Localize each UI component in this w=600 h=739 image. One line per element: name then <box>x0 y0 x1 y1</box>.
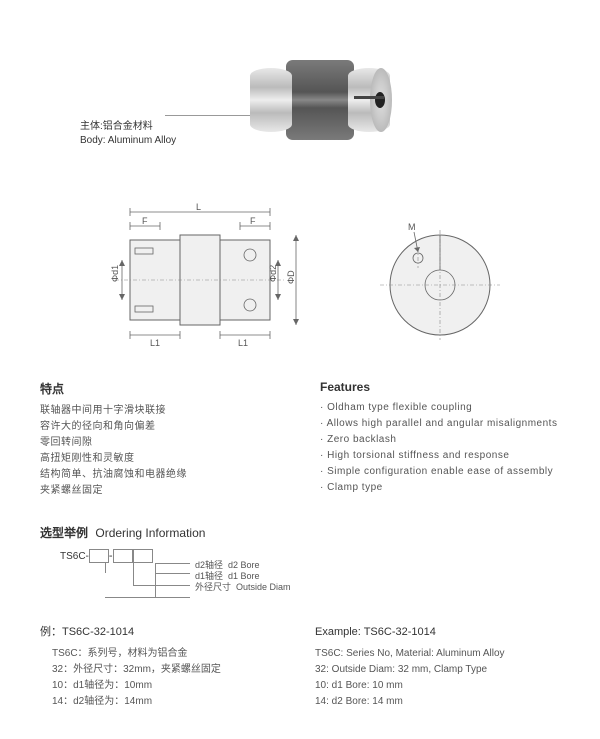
body-material-cn: 主体:铝合金材料 <box>80 120 176 134</box>
features-list-cn: 联轴器中间用十字滑块联接 容许大的径向和角向偏差 零回转间隙 高扭矩刚性和灵敏度… <box>40 403 280 499</box>
ordering-title-cn: 选型举例 <box>40 526 88 540</box>
features-list-en: Oldham type flexible coupling Allows hig… <box>320 400 560 496</box>
features-title-cn: 特点 <box>40 380 280 397</box>
feature-item: 夹紧螺丝固定 <box>40 483 280 499</box>
example-line: 32：外径尺寸：32mm，夹紧螺丝固定 <box>52 662 285 678</box>
example-line: TS6C: Series No, Material: Aluminum Allo… <box>315 646 560 662</box>
diagram-section: L F F Φd1 Φd2 ΦD <box>40 190 560 360</box>
feature-item: Allows high parallel and angular misalig… <box>320 416 560 432</box>
feature-item: High torsional stiffness and response <box>320 448 560 464</box>
ord-line <box>105 563 106 573</box>
ord-label-od: 外径尺寸 Outside Diam <box>195 580 291 593</box>
feature-item: 高扭矩刚性和灵敏度 <box>40 451 280 467</box>
feature-item: 零回转间隙 <box>40 435 280 451</box>
example-section: 例：TS6C-32-1014 TS6C：系列号，材料为铝合金 32：外径尺寸：3… <box>40 624 560 710</box>
example-line: 10：d1轴径为：10mm <box>52 678 285 694</box>
feature-item: Oldham type flexible coupling <box>320 400 560 416</box>
features-section: 特点 联轴器中间用十字滑块联接 容许大的径向和角向偏差 零回转间隙 高扭矩刚性和… <box>40 380 560 499</box>
dim-F-left: F <box>142 216 148 226</box>
dim-phi-d1: Φd1 <box>110 265 120 282</box>
schematic-side-view: L F F Φd1 Φd2 ΦD <box>100 200 320 360</box>
features-en: Features Oldham type flexible coupling A… <box>320 380 560 499</box>
dim-M: M <box>408 222 416 232</box>
example-en: Example: TS6C-32-1014 TS6C: Series No, M… <box>315 624 560 710</box>
feature-item: 结构简单、抗油腐蚀和电器绝缘 <box>40 467 280 483</box>
dim-L1-right: L1 <box>238 338 248 348</box>
ordering-section: 选型举例 Ordering Information TS6C-- d2轴径 d2… <box>40 524 560 609</box>
feature-item: Simple configuration enable ease of asse… <box>320 464 560 480</box>
example-title-cn: 例：TS6C-32-1014 <box>40 624 285 642</box>
ord-line <box>133 585 190 586</box>
coupling-icon <box>250 50 390 150</box>
example-title-en: Example: TS6C-32-1014 <box>315 624 560 642</box>
body-material-label: 主体:铝合金材料 Body: Aluminum Alloy <box>80 120 176 148</box>
product-section: 主体:铝合金材料 Body: Aluminum Alloy <box>40 20 560 180</box>
features-cn: 特点 联轴器中间用十字滑块联接 容许大的径向和角向偏差 零回转间隙 高扭矩刚性和… <box>40 380 280 499</box>
ordering-diagram: TS6C-- d2轴径 d2 Bore d1轴径 d1 Bore 外径尺寸 Ou… <box>60 549 560 609</box>
example-line: 14: d2 Bore: 14 mm <box>315 694 560 710</box>
example-line: 32: Outside Diam: 32 mm, Clamp Type <box>315 662 560 678</box>
ord-line <box>155 573 190 574</box>
features-title-en: Features <box>320 380 560 394</box>
example-line: 14：d2轴径为：14mm <box>52 694 285 710</box>
dim-L: L <box>196 202 201 212</box>
ord-line <box>133 563 134 585</box>
example-line: TS6C：系列号，材料为铝合金 <box>52 646 285 662</box>
product-image <box>240 30 400 170</box>
dim-phi-d2: Φd2 <box>268 265 278 282</box>
ord-line <box>155 563 156 597</box>
feature-item: 联轴器中间用十字滑块联接 <box>40 403 280 419</box>
part-code-base: TS6C- <box>60 551 89 562</box>
example-line: 10: d1 Bore: 10 mm <box>315 678 560 694</box>
feature-item: Clamp type <box>320 480 560 496</box>
schematic-front-view: M <box>370 220 520 350</box>
part-box-d1 <box>113 549 133 563</box>
ord-line <box>105 597 190 598</box>
body-material-en: Body: Aluminum Alloy <box>80 134 176 148</box>
ordering-title-en: Ordering Information <box>95 526 205 540</box>
part-box-od <box>89 549 109 563</box>
ordering-title: 选型举例 Ordering Information <box>40 524 560 541</box>
feature-item: 容许大的径向和角向偏差 <box>40 419 280 435</box>
example-cn: 例：TS6C-32-1014 TS6C：系列号，材料为铝合金 32：外径尺寸：3… <box>40 624 285 710</box>
part-box-d2 <box>133 549 153 563</box>
dim-phi-D: ΦD <box>286 270 296 284</box>
dim-F-right: F <box>250 216 256 226</box>
dim-L1-left: L1 <box>150 338 160 348</box>
ord-line <box>155 563 190 564</box>
feature-item: Zero backlash <box>320 432 560 448</box>
